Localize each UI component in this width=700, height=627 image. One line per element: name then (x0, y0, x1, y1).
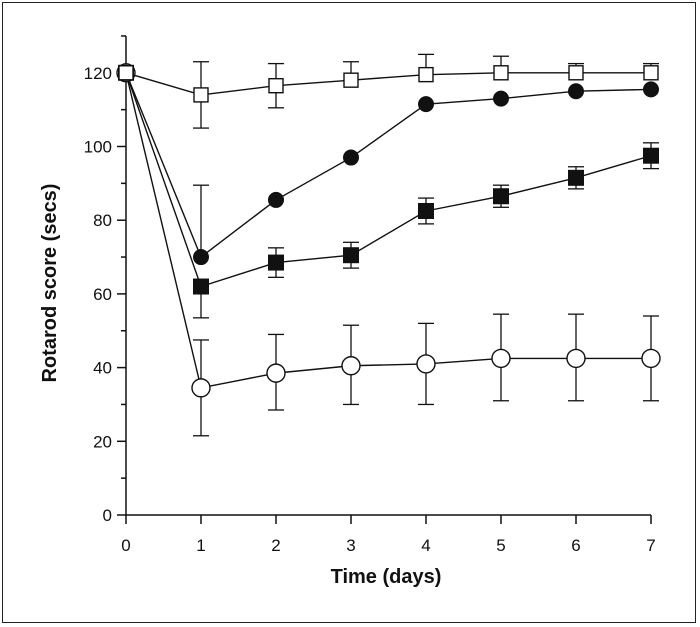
axes: 0 20 40 60 80 100 120 0 1 2 3 4 5 6 7 (84, 35, 656, 555)
data-point-open-circle (266, 363, 286, 383)
x-tick-label: 6 (571, 536, 580, 555)
x-tick-label: 5 (496, 536, 505, 555)
series-line-3 (125, 72, 652, 288)
data-point-open-square (418, 66, 434, 83)
y-tick-label: 20 (93, 432, 112, 451)
series-line-2 (125, 72, 652, 259)
data-point-filled-square (568, 169, 584, 186)
data-point-filled-circle (343, 149, 359, 166)
y-tick-label: 100 (84, 138, 112, 157)
x-axis-title: Time (days) (331, 566, 442, 588)
x-tick-label: 0 (121, 536, 130, 555)
data-point-filled-square (343, 247, 359, 264)
data-point-open-square (568, 65, 584, 81)
data-point-open-square (643, 65, 659, 81)
data-point-filled-circle (493, 90, 509, 107)
series-line-1 (125, 72, 651, 96)
data-point-open-square (493, 65, 509, 81)
data-point-open-square (118, 65, 134, 81)
data-point-open-circle (641, 348, 661, 369)
data-point-filled-circle (268, 191, 284, 208)
data-point-filled-square (493, 188, 509, 205)
data-point-filled-square (643, 147, 659, 164)
data-point-open-circle (191, 378, 211, 398)
x-tick-label: 1 (196, 536, 205, 555)
data-point-filled-square (193, 278, 209, 295)
data-point-open-circle (416, 354, 436, 374)
data-point-filled-square (418, 202, 434, 219)
series-line-4 (125, 72, 651, 389)
x-tick-label: 7 (646, 536, 655, 555)
data-point-filled-circle (193, 249, 209, 266)
x-tick-label: 2 (271, 536, 280, 555)
y-tick-label: 40 (93, 359, 112, 378)
data-point-open-circle (491, 348, 511, 369)
data-point-open-circle (566, 348, 586, 369)
y-tick-label: 80 (93, 211, 112, 230)
data-point-filled-circle (568, 83, 584, 100)
data-point-open-square (343, 72, 359, 88)
data-point-filled-circle (643, 81, 659, 98)
data-point-open-square (268, 77, 284, 94)
y-tick-label: 60 (93, 285, 112, 304)
data-point-open-circle (341, 356, 361, 376)
x-tick-label: 3 (346, 536, 355, 555)
data-point-filled-square (268, 254, 284, 271)
y-axis-title: Rotarod score (secs) (39, 184, 61, 383)
y-tick-label: 120 (84, 64, 112, 83)
data-point-open-square (193, 87, 209, 103)
series-layer (116, 53, 661, 437)
y-tick-label: 0 (103, 506, 112, 525)
data-point-filled-circle (418, 96, 434, 113)
x-tick-label: 4 (421, 536, 430, 555)
